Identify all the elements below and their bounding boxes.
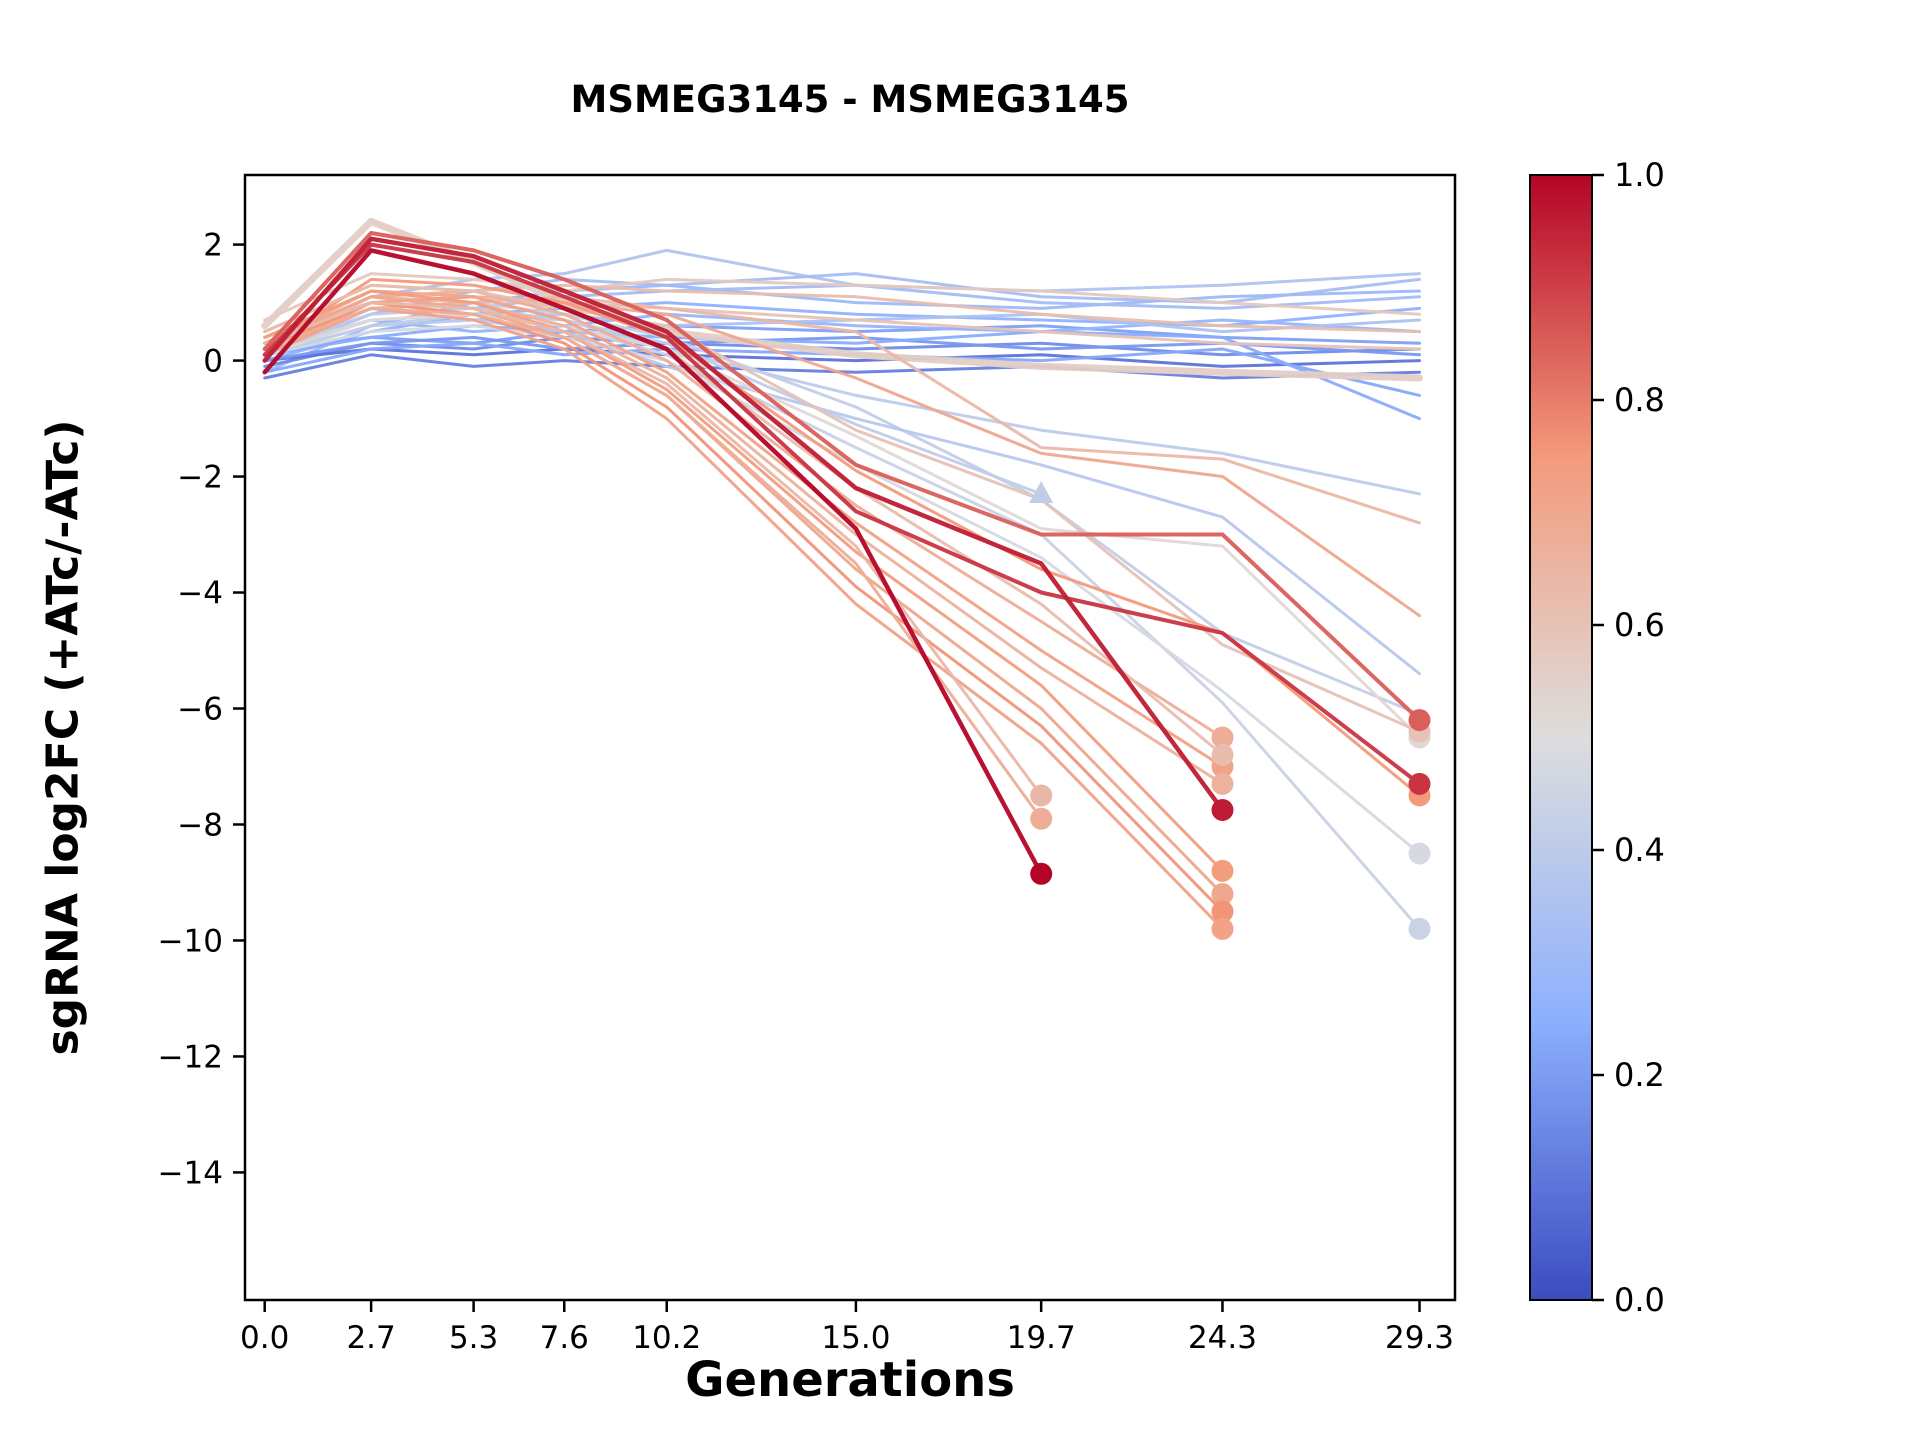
x-tick-label: 29.3 xyxy=(1385,1320,1454,1356)
y-tick-label: −8 xyxy=(177,807,223,843)
series-end-marker xyxy=(1211,743,1234,766)
x-tick-label: 15.0 xyxy=(821,1320,890,1356)
series-line xyxy=(262,236,1225,813)
series-line xyxy=(263,295,1421,525)
series-end-triangle-marker xyxy=(1029,480,1054,503)
x-tick-label: 0.0 xyxy=(240,1320,289,1356)
series-line xyxy=(263,248,1421,345)
x-tick-label: 10.2 xyxy=(632,1320,701,1356)
chart-title: MSMEG3145 - MSMEG3145 xyxy=(570,78,1130,121)
colorbar-tick-label: 0.4 xyxy=(1614,831,1665,869)
series-line xyxy=(263,312,1421,931)
series-line xyxy=(262,248,1044,877)
y-axis-label-wrap: sgRNA log2FC (+ATc/-ATc) xyxy=(18,175,108,1300)
series-end-marker xyxy=(1211,799,1234,821)
x-tick-label: 7.6 xyxy=(540,1320,589,1356)
series-end-marker xyxy=(1211,772,1234,795)
x-tick-label: 2.7 xyxy=(346,1320,395,1356)
y-tick-label: −2 xyxy=(177,460,223,496)
series-end-marker xyxy=(1408,772,1431,795)
y-tick-label: −6 xyxy=(177,692,223,728)
series-line xyxy=(263,272,1421,322)
series-end-marker xyxy=(1030,807,1053,830)
y-tick-label: −14 xyxy=(158,1155,223,1191)
series-end-marker xyxy=(1408,917,1431,940)
y-axis-label: sgRNA log2FC (+ATc/-ATc) xyxy=(37,419,89,1056)
y-tick-label: −10 xyxy=(158,923,223,959)
series-line xyxy=(263,301,1043,797)
series-end-marker xyxy=(1408,709,1431,732)
y-tick-label: −4 xyxy=(177,576,223,612)
series-end-marker xyxy=(1211,917,1234,940)
colorbar-tick-label: 1.0 xyxy=(1614,156,1665,194)
series-end-marker xyxy=(1030,784,1053,807)
series-line xyxy=(263,318,1421,676)
series-line xyxy=(263,301,1224,786)
series-end-marker xyxy=(1211,883,1234,906)
y-tick-label: −12 xyxy=(158,1039,223,1075)
colorbar-tick-label: 0.2 xyxy=(1614,1056,1665,1094)
series-end-marker xyxy=(1211,900,1234,923)
series-end-marker xyxy=(1211,726,1234,749)
x-axis-label: Generations xyxy=(685,1352,1015,1408)
colorbar-tick-label: 0.0 xyxy=(1614,1281,1665,1319)
series-line xyxy=(263,289,1224,739)
y-tick-label: 0 xyxy=(203,344,223,380)
series-line xyxy=(263,289,1421,618)
series-line xyxy=(263,283,1224,757)
series-end-marker xyxy=(1211,859,1234,882)
series-end-marker xyxy=(1030,862,1053,885)
x-tick-label: 24.3 xyxy=(1188,1320,1257,1356)
series-line xyxy=(263,289,1224,873)
series-end-marker xyxy=(1408,842,1431,865)
colorbar xyxy=(1529,174,1593,1301)
series-line xyxy=(263,295,1224,768)
axes-frame xyxy=(243,173,1457,1302)
y-tick-label: 2 xyxy=(203,228,223,264)
series-line xyxy=(262,242,1422,786)
series-line xyxy=(263,306,1043,821)
x-tick-label: 19.7 xyxy=(1007,1320,1076,1356)
x-tick-label: 5.3 xyxy=(449,1320,498,1356)
colorbar-tick-label: 0.6 xyxy=(1614,606,1665,644)
series-line xyxy=(262,231,1422,723)
colorbar-tick-label: 0.8 xyxy=(1614,381,1665,419)
